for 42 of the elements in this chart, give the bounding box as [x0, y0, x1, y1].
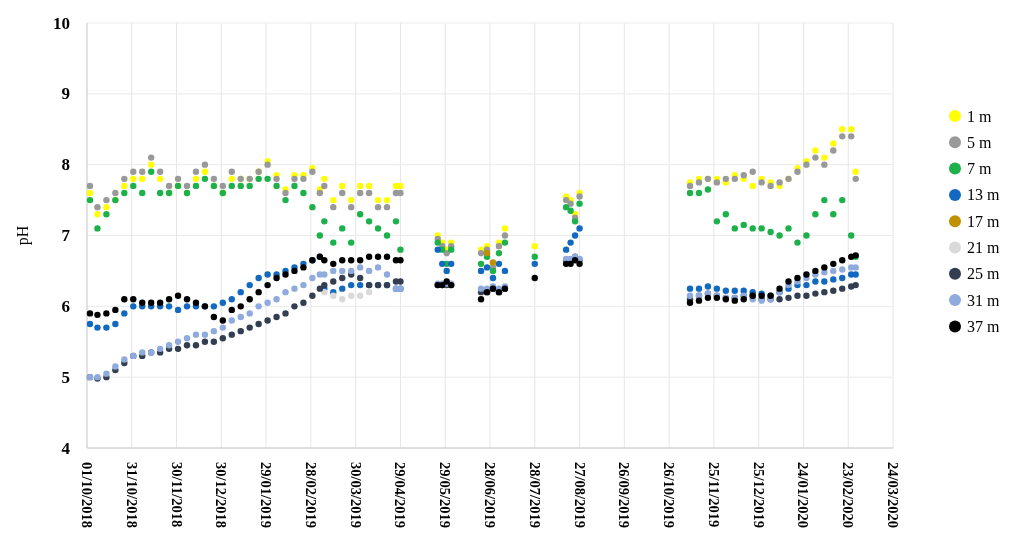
legend-label: 1 m [967, 107, 992, 125]
x-tick-label: 29/01/2019 [258, 462, 275, 529]
y-tick-label: 9 [61, 84, 70, 104]
x-tick-label: 23/02/2020 [840, 462, 857, 529]
x-tick-label: 27/08/2019 [571, 462, 588, 529]
point [365, 288, 373, 296]
point [339, 296, 346, 303]
point [356, 292, 364, 299]
x-tick-label: 24/01/2020 [795, 462, 812, 529]
x-tick-label: 30/12/2018 [213, 462, 230, 529]
legend-label: 13 m [967, 186, 1000, 204]
x-tick-label: 28/07/2019 [526, 462, 543, 529]
legend-label: 5 m [967, 133, 992, 151]
x-tick-label: 29/05/2019 [437, 462, 454, 529]
x-tick-label: 26/09/2019 [616, 462, 633, 529]
legend-label: 17 m [967, 212, 1000, 230]
legend-label: 21 m [967, 239, 1000, 256]
y-tick-label: 8 [61, 155, 70, 175]
x-tick-label: 25/12/2019 [750, 462, 767, 529]
x-tick-label: 29/04/2019 [392, 462, 409, 529]
x-tick-label: 31/10/2018 [123, 462, 140, 529]
y-axis-title: pH [13, 225, 32, 246]
x-tick-label: 30/03/2019 [347, 462, 364, 529]
y-tick-label: 5 [61, 367, 70, 387]
point [330, 292, 337, 299]
x-tick-label: 24/03/2020 [885, 462, 901, 529]
legend-label: 37 m [967, 317, 1000, 335]
x-tick-label: 25/11/2019 [705, 462, 722, 528]
x-tick-label: 28/06/2019 [482, 462, 498, 529]
point [347, 292, 355, 299]
legend-label: 25 m [967, 265, 1000, 283]
y-tick-label: 6 [61, 296, 70, 316]
legend-label: 7 m [967, 160, 992, 178]
x-tick-label: 01/10/2018 [79, 462, 95, 529]
x-tick-label: 26/10/2019 [661, 462, 678, 529]
y-tick-label: 4 [61, 438, 71, 458]
y-tick-label: 7 [61, 226, 71, 245]
y-tick-label: 10 [53, 13, 70, 33]
x-tick-label: 28/02/2019 [302, 462, 319, 529]
legend-label: 31 m [967, 291, 1000, 309]
x-tick-label: 30/11/2018 [168, 462, 185, 528]
point [321, 288, 328, 296]
